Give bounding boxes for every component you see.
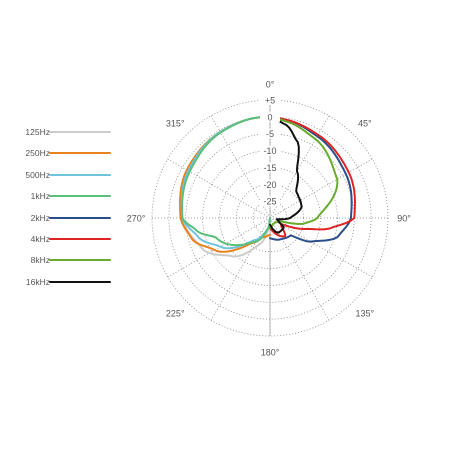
radial-tick-label: +5 xyxy=(265,96,275,106)
legend-swatch xyxy=(49,259,111,262)
angle-label: 135° xyxy=(355,308,374,318)
radial-tick-label: -15 xyxy=(263,163,276,173)
legend-label: 8kHz xyxy=(30,255,50,266)
legend-label: 125Hz xyxy=(25,127,50,137)
radial-tick-label: 0 xyxy=(267,112,272,122)
series-line-2khz xyxy=(269,115,353,243)
angle-label: 315° xyxy=(166,119,185,129)
radial-tick-bg xyxy=(260,128,280,139)
angle-label: 0° xyxy=(266,80,275,90)
grid-spoke xyxy=(269,217,373,278)
legend-item: 250Hz xyxy=(0,145,120,161)
angle-label: 90° xyxy=(397,214,411,224)
legend-item: 500Hz xyxy=(0,167,120,183)
legend-swatch xyxy=(49,280,111,283)
angle-label: 180° xyxy=(261,348,280,358)
radial-tick-bg xyxy=(260,145,280,156)
grid-ring xyxy=(168,116,372,320)
series-line-8khz xyxy=(269,115,339,230)
angle-label: 225° xyxy=(166,308,185,318)
legend-item: 2kHz xyxy=(0,210,120,226)
series-line-1khz xyxy=(181,115,271,247)
radial-tick-bg xyxy=(260,196,280,207)
legend-swatch xyxy=(49,195,111,198)
legend-item: 16kHz xyxy=(0,274,120,290)
legend-item: 1kHz xyxy=(0,188,120,204)
legend-swatch xyxy=(49,152,111,155)
legend-label: 1kHz xyxy=(30,191,50,202)
legend-item: 4kHz xyxy=(0,231,120,247)
series-line-16khz xyxy=(269,115,303,234)
angle-label: 270° xyxy=(127,214,146,224)
radial-tick-bg xyxy=(260,111,280,122)
grid-spoke xyxy=(269,158,373,219)
legend-swatch xyxy=(49,216,111,219)
radial-tick-label: -5 xyxy=(266,129,274,139)
legend-label: 250Hz xyxy=(25,148,50,159)
legend-swatch xyxy=(49,173,111,176)
grid-spoke xyxy=(210,217,271,321)
radial-tick-bg xyxy=(260,95,280,105)
legend-swatch xyxy=(49,131,111,133)
legend-label: 2kHz xyxy=(30,212,50,223)
legend-label: 4kHz xyxy=(30,234,50,244)
polar-curves xyxy=(179,115,356,258)
angle-label: 45° xyxy=(358,119,372,129)
legend-swatch xyxy=(49,238,111,240)
legend-label: 16kHz xyxy=(25,276,50,287)
radial-tick-bg xyxy=(260,179,280,190)
polar-labels: +5 0 -5 -10 -15 -20 -25 0° 45° 90° 135° 180° 225° 270… xyxy=(127,80,412,358)
radial-tick-label: -25 xyxy=(263,197,276,207)
legend-label: 500Hz xyxy=(25,169,50,180)
radial-tick-label: -10 xyxy=(263,146,276,156)
legend-item: 125Hz xyxy=(0,124,120,140)
series-line-4khz xyxy=(269,115,356,238)
radial-tick-label: -20 xyxy=(263,180,276,190)
legend-item: 8kHz xyxy=(0,252,120,268)
radial-tick-bg xyxy=(260,162,280,173)
series-line-125hz xyxy=(180,115,271,258)
